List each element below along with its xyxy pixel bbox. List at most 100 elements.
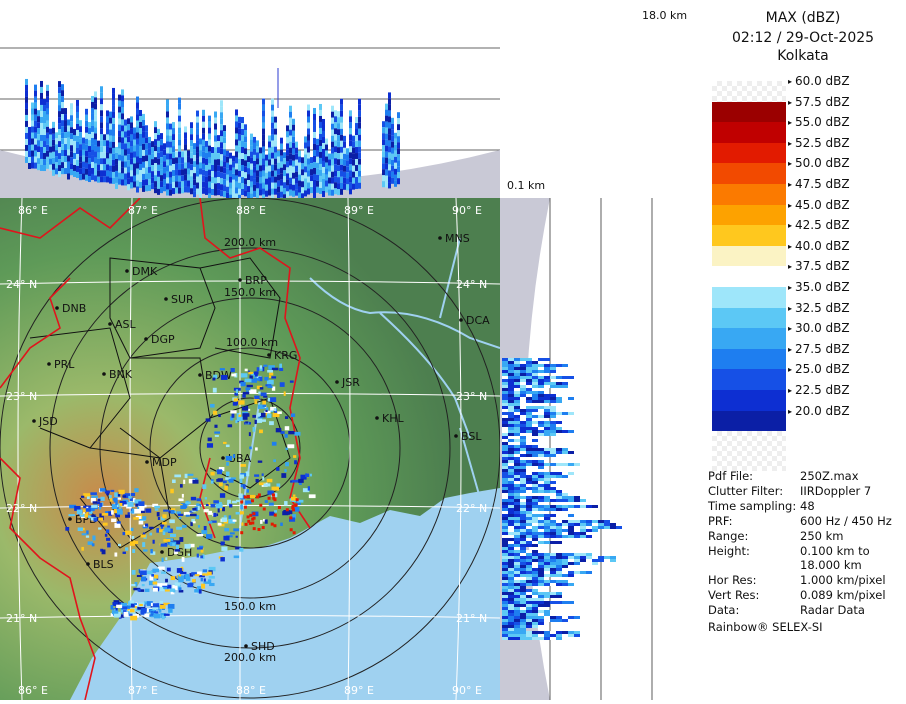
radar-map[interactable]: MNS DMK BRP DNB SUR DCA ASL DGP KRG PRL BNK BDW JSR K… xyxy=(0,198,500,700)
top-echo-cell xyxy=(388,128,391,135)
echo-cell xyxy=(106,493,109,496)
color-scale-label: 60.0 dBZ xyxy=(788,74,850,88)
echo-cell xyxy=(284,433,288,438)
top-echo-cell xyxy=(274,140,277,147)
side-echo-cell xyxy=(604,556,610,559)
echo-cell xyxy=(99,488,106,492)
top-echo-cell xyxy=(94,145,97,152)
top-echo-cell xyxy=(184,174,187,181)
echo-cell xyxy=(115,512,120,518)
side-echo-cell xyxy=(532,580,538,583)
echo-cell-heavy xyxy=(289,516,293,520)
side-echo-cell xyxy=(502,454,508,457)
top-echo-cell xyxy=(247,180,250,187)
echo-cell xyxy=(86,496,90,499)
top-echo-cell xyxy=(64,144,67,151)
echo-cell xyxy=(168,608,173,613)
echo-cell xyxy=(125,605,132,609)
echo-cell xyxy=(112,601,118,607)
top-echo-cell xyxy=(178,139,181,146)
side-echo-cell xyxy=(514,544,520,547)
top-echo-cell xyxy=(46,162,49,169)
top-echo-cell xyxy=(121,149,124,156)
top-echo-cell xyxy=(343,135,346,142)
echo-cell xyxy=(223,515,227,518)
echo-cell xyxy=(176,511,181,515)
side-echo-cell xyxy=(514,370,520,373)
echo-cell xyxy=(166,567,171,572)
top-echo-cell xyxy=(166,135,169,142)
top-echo-cell xyxy=(109,165,112,172)
side-echo-cell xyxy=(592,556,598,559)
side-echo-cell xyxy=(568,556,574,559)
top-echo-cell xyxy=(394,138,397,145)
top-echo-cell xyxy=(193,161,196,168)
side-echo-cell xyxy=(532,535,538,538)
side-echo-cell xyxy=(508,619,514,622)
echo-cell xyxy=(157,566,165,570)
top-echo-cell xyxy=(250,169,253,176)
echo-cell xyxy=(240,382,246,387)
top-echo-cell xyxy=(298,162,301,169)
top-echo-cell xyxy=(217,159,220,166)
echo-cell xyxy=(160,524,165,527)
echo-cell xyxy=(264,410,271,414)
side-echo-cell xyxy=(550,553,556,556)
top-echo-cell xyxy=(388,116,391,123)
side-echo-cell xyxy=(562,364,568,367)
side-echo-cell xyxy=(550,508,556,511)
top-echo-cell xyxy=(247,162,250,169)
top-echo-cell xyxy=(298,168,301,175)
side-echo-cell xyxy=(568,562,574,565)
side-echo-cell xyxy=(532,616,538,619)
side-echo-cell xyxy=(502,493,508,496)
top-echo-cell xyxy=(151,171,154,178)
echo-cell xyxy=(162,522,167,525)
echo-cell xyxy=(214,431,221,434)
side-echo-cell xyxy=(514,586,520,589)
echo-cell xyxy=(81,495,85,498)
top-echo-cell xyxy=(388,122,391,129)
top-echo-cell xyxy=(154,175,157,182)
top-echo-cell xyxy=(196,182,199,189)
top-echo-cell xyxy=(334,110,337,117)
top-echo-cell xyxy=(106,140,109,147)
echo-cell xyxy=(225,471,230,477)
side-echo-cell xyxy=(526,625,532,628)
top-echo-cell xyxy=(319,133,322,140)
echo-cell xyxy=(150,548,153,554)
echo-cell xyxy=(239,478,243,484)
side-echo-cell xyxy=(550,406,556,409)
top-echo-cell xyxy=(256,194,259,201)
top-echo-cell xyxy=(160,133,163,140)
side-echo-cell xyxy=(514,478,520,481)
top-echo-cell xyxy=(322,190,325,197)
echo-cell xyxy=(269,372,274,376)
side-echo-cell xyxy=(574,631,580,634)
top-echo-cell xyxy=(220,154,223,161)
top-echo-cell xyxy=(214,183,217,190)
top-echo-cell xyxy=(307,122,310,129)
top-echo-cell xyxy=(340,158,343,165)
top-echo-cell xyxy=(163,161,166,168)
side-echo-cell xyxy=(550,424,556,427)
side-echo-cell xyxy=(520,610,526,613)
top-echo-cell xyxy=(217,153,220,160)
top-echo-cell xyxy=(271,134,274,141)
echo-cell xyxy=(151,574,155,577)
top-echo-cell xyxy=(76,171,79,178)
side-echo-cell xyxy=(508,520,514,523)
top-echo-cell xyxy=(223,167,226,174)
top-echo-cell xyxy=(112,99,115,106)
place-dot xyxy=(221,456,225,460)
side-echo-cell xyxy=(550,433,556,436)
top-echo-cell xyxy=(163,143,166,150)
top-echo-cell xyxy=(211,171,214,178)
top-echo-cell xyxy=(76,129,79,136)
top-echo-cell xyxy=(388,176,391,183)
echo-cell xyxy=(251,372,256,376)
top-echo-cell xyxy=(346,160,349,167)
top-echo-cell xyxy=(160,157,163,164)
top-echo-cell xyxy=(268,171,271,178)
top-echo-cell xyxy=(184,138,187,145)
